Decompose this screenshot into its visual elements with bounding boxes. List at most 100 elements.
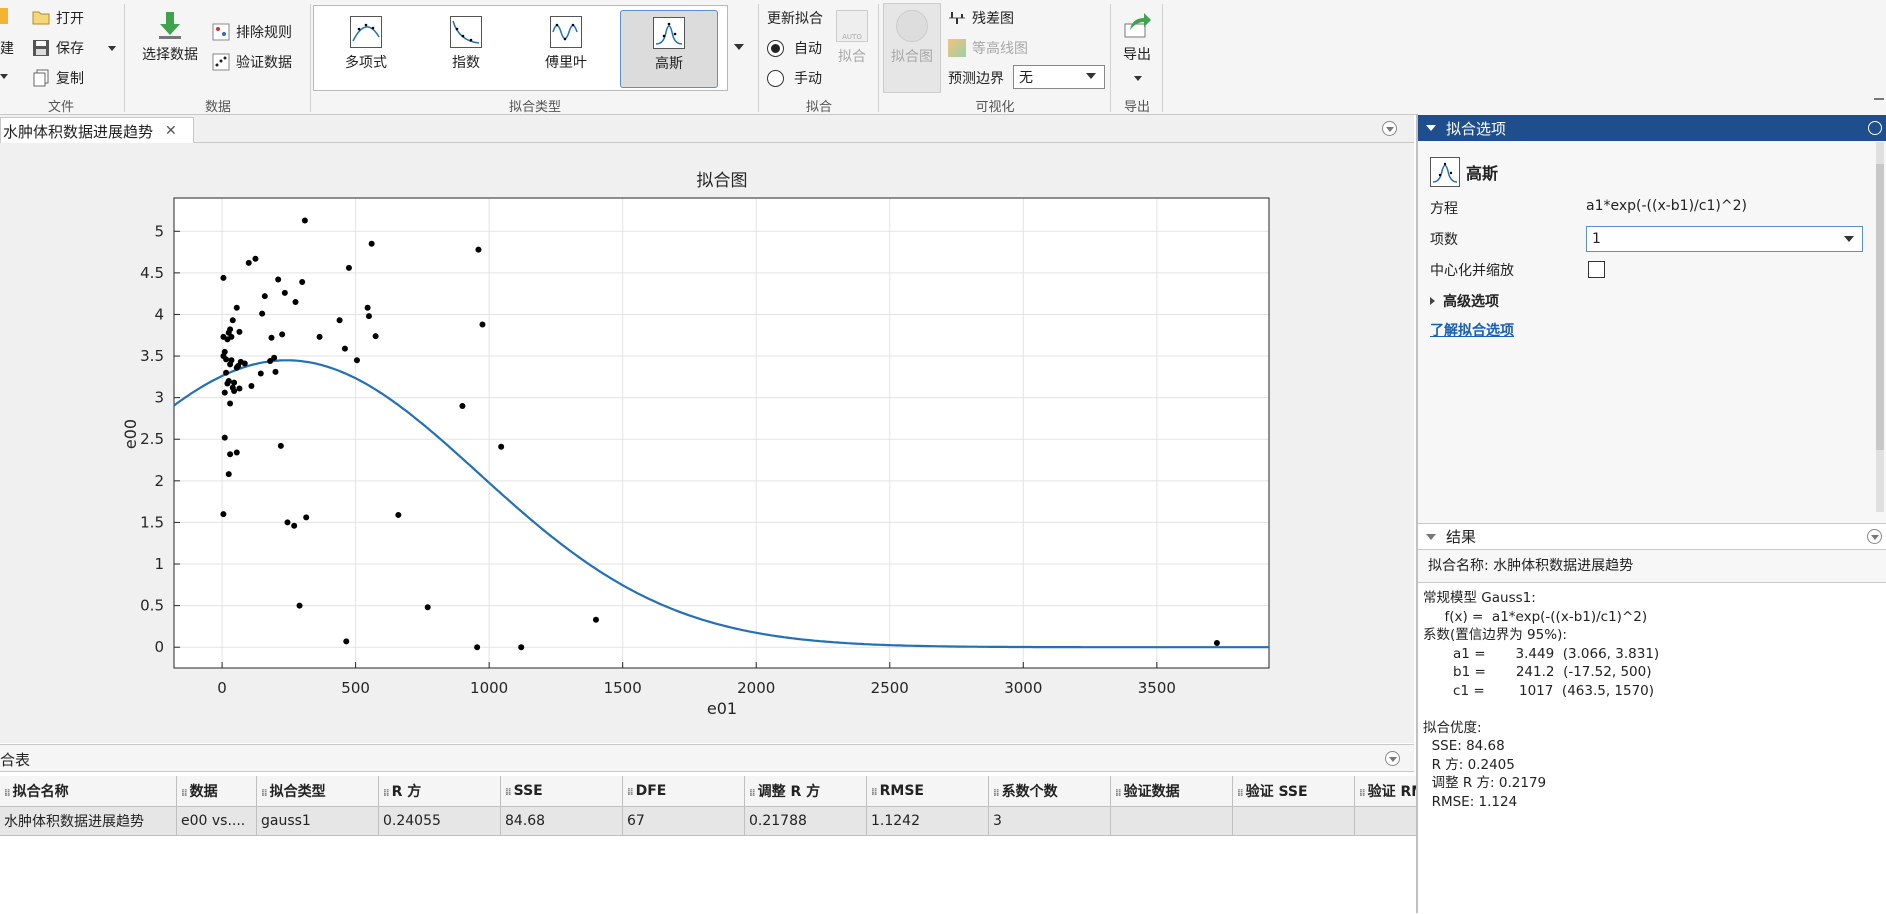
drag-handle-icon[interactable]: ⁞⁞ xyxy=(4,788,11,799)
fit-type-label: 傅里叶 xyxy=(545,55,587,71)
separator xyxy=(1162,4,1163,112)
contour-plot-button[interactable]: 等高线图 xyxy=(948,38,1028,58)
x-tick-label: 1500 xyxy=(604,679,642,697)
fit-options-header[interactable]: 拟合选项 xyxy=(1418,115,1886,141)
new-session-button[interactable]: 建 xyxy=(0,38,14,58)
auto-fit-radio[interactable]: 自动 xyxy=(767,38,822,58)
fit-button[interactable]: AUTO 拟合 xyxy=(834,10,870,66)
column-header[interactable]: ⁞⁞ DFE xyxy=(622,776,745,807)
column-header-label: 拟合名称 xyxy=(12,784,69,800)
select-data-button[interactable]: 选择数据 xyxy=(136,10,204,64)
validation-data-button[interactable]: 验证数据 xyxy=(212,52,292,72)
drag-handle-icon[interactable]: ⁞⁞ xyxy=(1115,788,1122,799)
drag-handle-icon[interactable]: ⁞⁞ xyxy=(261,788,268,799)
drag-handle-icon[interactable]: ⁞⁞ xyxy=(871,787,878,798)
collapse-ribbon-icon[interactable] xyxy=(1874,98,1884,110)
column-header[interactable]: ⁞⁞ R 方 xyxy=(378,776,501,807)
equation-label: 方程 xyxy=(1430,201,1458,217)
drag-handle-icon[interactable]: ⁞⁞ xyxy=(383,788,390,799)
new-button[interactable] xyxy=(0,8,8,24)
table-cell[interactable]: 1.1242 xyxy=(866,806,989,836)
column-header[interactable]: ⁞⁞ 系数个数 xyxy=(988,776,1111,807)
drag-handle-icon[interactable]: ⁞⁞ xyxy=(505,787,512,798)
advanced-options-toggle[interactable]: 高级选项 xyxy=(1430,291,1499,311)
exclude-rules-button[interactable]: 排除规则 xyxy=(212,22,292,42)
table-cell[interactable]: 0.24055 xyxy=(378,806,501,836)
table-menu-icon[interactable] xyxy=(1385,751,1400,766)
fit-type-label: 指数 xyxy=(452,55,480,71)
center-scale-checkbox[interactable] xyxy=(1588,261,1605,278)
validation-data-label: 验证数据 xyxy=(236,55,292,71)
data-point xyxy=(223,369,230,376)
new-dropdown-icon[interactable] xyxy=(0,74,8,79)
column-header[interactable]: ⁞⁞ 拟合名称 xyxy=(0,776,177,807)
column-header[interactable]: ⁞⁞ RMSE xyxy=(866,776,989,807)
save-dropdown-icon[interactable] xyxy=(108,46,116,51)
data-point xyxy=(301,217,308,224)
export-dropdown-icon[interactable] xyxy=(1134,76,1142,81)
learn-fit-options-link[interactable]: 了解拟合选项 xyxy=(1430,323,1514,339)
table-cell[interactable]: 0.21788 xyxy=(744,806,867,836)
table-cell[interactable]: 水肿体积数据进展趋势 xyxy=(0,806,177,836)
export-button[interactable]: 导出 xyxy=(1116,10,1158,64)
data-point xyxy=(345,264,352,271)
results-line: b1 = 241.2 (-17.52, 500) xyxy=(1423,664,1652,680)
fit-plot-toggle[interactable]: 拟合图 xyxy=(883,3,941,93)
fit-table-header-bar: 合表 xyxy=(0,744,1414,772)
gallery-expand-button[interactable] xyxy=(728,5,750,89)
y-tick-label: 5 xyxy=(154,222,164,240)
open-label: 打开 xyxy=(56,11,84,27)
table-cell[interactable] xyxy=(1110,806,1233,836)
data-point xyxy=(252,255,259,262)
fit-type-exponential[interactable]: 指数 xyxy=(418,10,514,86)
drag-handle-icon[interactable]: ⁞⁞ xyxy=(1237,788,1244,799)
results-line: c1 = 1017 (463.5, 1570) xyxy=(1423,682,1655,699)
results-header[interactable]: 结果 xyxy=(1418,523,1886,550)
table-cell[interactable]: 84.68 xyxy=(500,806,623,836)
table-cell[interactable]: gauss1 xyxy=(256,806,379,836)
scrollbar-thumb[interactable] xyxy=(1876,164,1884,450)
drag-handle-icon[interactable]: ⁞⁞ xyxy=(993,788,1000,799)
data-point xyxy=(241,360,248,367)
column-header[interactable]: ⁞⁞ SSE xyxy=(500,776,623,807)
drag-handle-icon[interactable]: ⁞⁞ xyxy=(181,788,188,799)
column-header[interactable]: ⁞⁞ 验证 SSE xyxy=(1232,776,1355,807)
fit-type-fourier[interactable]: 傅里叶 xyxy=(518,10,614,86)
document-menu-icon[interactable] xyxy=(1382,121,1397,136)
column-header[interactable]: ⁞⁞ 数据 xyxy=(176,776,257,807)
drag-handle-icon[interactable]: ⁞⁞ xyxy=(627,787,634,798)
table-cell[interactable]: 67 xyxy=(622,806,745,836)
toolstrip-ribbon: 建 打开 保存 复制 文件 选择数据 排除规则 xyxy=(0,0,1886,115)
table-row[interactable]: 水肿体积数据进展趋势 e00 vs.... gauss1 0.24055 84.68 67… xyxy=(0,806,1464,836)
open-button[interactable]: 打开 xyxy=(32,8,84,28)
column-header[interactable]: ⁞⁞ 调整 R 方 xyxy=(744,776,867,807)
data-point xyxy=(353,357,360,364)
column-header-label: R 方 xyxy=(391,784,422,800)
document-tab[interactable]: 水肿体积数据进展趋势 ✕ xyxy=(0,117,194,144)
drag-handle-icon[interactable]: ⁞⁞ xyxy=(749,788,756,799)
column-header[interactable]: ⁞⁞ 拟合类型 xyxy=(256,776,379,807)
table-cell[interactable]: 3 xyxy=(988,806,1111,836)
save-button[interactable]: 保存 xyxy=(32,38,84,58)
fit-options-scrollbar[interactable] xyxy=(1876,142,1884,512)
manual-fit-radio[interactable]: 手动 xyxy=(767,68,822,88)
panel-menu-icon[interactable] xyxy=(1867,529,1882,544)
separator xyxy=(1110,4,1111,112)
y-tick-label: 3.5 xyxy=(140,347,164,365)
table-cell[interactable] xyxy=(1232,806,1355,836)
data-point xyxy=(275,276,282,283)
close-icon[interactable]: ✕ xyxy=(165,123,177,139)
column-header[interactable]: ⁞⁞ 验证数据 xyxy=(1110,776,1233,807)
fit-type-polynomial[interactable]: 多项式 xyxy=(318,10,414,86)
panel-menu-icon[interactable] xyxy=(1868,121,1882,135)
residual-plot-button[interactable]: 残差图 xyxy=(948,8,1014,28)
table-cell[interactable]: e00 vs.... xyxy=(176,806,257,836)
fit-type-gaussian[interactable]: 高斯 xyxy=(620,10,718,88)
pred-bounds-dropdown[interactable]: 无 xyxy=(1013,65,1105,89)
drag-handle-icon[interactable]: ⁞⁞ xyxy=(1359,788,1366,799)
copy-button[interactable]: 复制 xyxy=(32,68,84,88)
column-header-label: 验证 SSE xyxy=(1245,784,1308,800)
terms-dropdown[interactable]: 1 xyxy=(1586,226,1863,252)
terms-value: 1 xyxy=(1592,231,1601,247)
fit-plot-chart[interactable]: 0 500 1000 1500 2000 2500 3000 3500 0 0.5 1 1.5 2 2.5… xyxy=(0,143,1414,743)
